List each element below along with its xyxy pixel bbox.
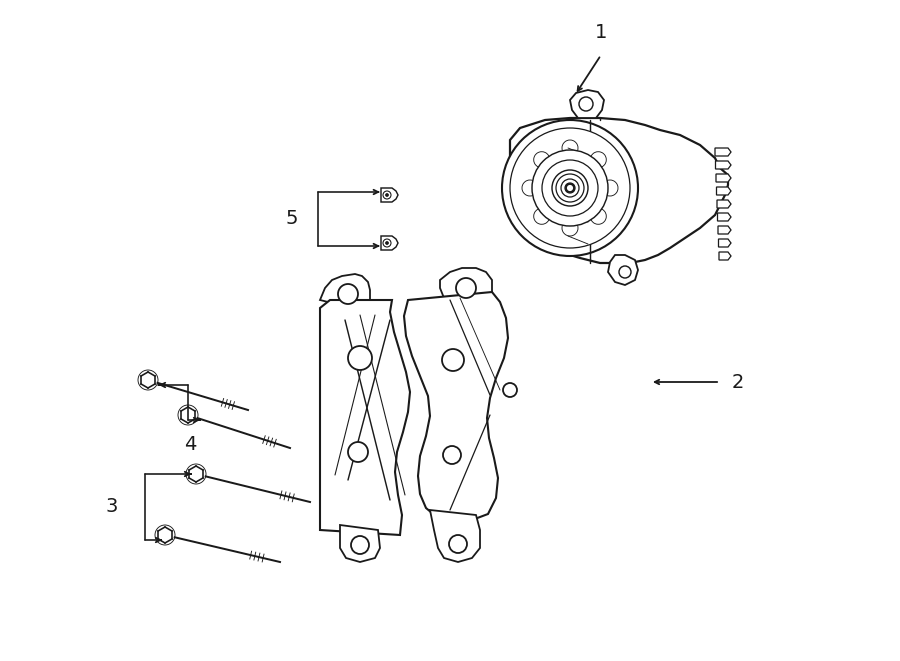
Circle shape bbox=[385, 194, 389, 196]
Polygon shape bbox=[716, 161, 731, 169]
Text: 2: 2 bbox=[732, 373, 744, 391]
Text: 5: 5 bbox=[285, 210, 298, 229]
Circle shape bbox=[579, 97, 593, 111]
Polygon shape bbox=[715, 148, 731, 156]
Polygon shape bbox=[508, 118, 728, 263]
Circle shape bbox=[542, 160, 598, 216]
Circle shape bbox=[502, 120, 638, 256]
Polygon shape bbox=[717, 213, 731, 221]
Circle shape bbox=[556, 174, 584, 202]
Circle shape bbox=[443, 446, 461, 464]
Circle shape bbox=[561, 179, 579, 197]
Polygon shape bbox=[719, 252, 731, 260]
Polygon shape bbox=[320, 274, 370, 316]
Circle shape bbox=[532, 150, 608, 226]
Circle shape bbox=[552, 170, 588, 206]
Circle shape bbox=[385, 241, 389, 245]
Polygon shape bbox=[570, 90, 604, 118]
Circle shape bbox=[456, 278, 476, 298]
Text: 3: 3 bbox=[105, 498, 118, 516]
Circle shape bbox=[510, 128, 630, 248]
Circle shape bbox=[348, 346, 372, 370]
Polygon shape bbox=[430, 510, 480, 562]
Text: 1: 1 bbox=[595, 23, 608, 42]
Polygon shape bbox=[340, 525, 380, 562]
Polygon shape bbox=[381, 188, 398, 202]
Polygon shape bbox=[718, 239, 731, 247]
Polygon shape bbox=[440, 268, 492, 308]
Polygon shape bbox=[404, 292, 508, 522]
Polygon shape bbox=[608, 255, 638, 285]
Polygon shape bbox=[716, 174, 731, 182]
Circle shape bbox=[503, 383, 517, 397]
Circle shape bbox=[566, 184, 574, 192]
Circle shape bbox=[619, 266, 631, 278]
Polygon shape bbox=[718, 226, 731, 234]
Polygon shape bbox=[717, 200, 731, 208]
Circle shape bbox=[449, 535, 467, 553]
Circle shape bbox=[351, 536, 369, 554]
Polygon shape bbox=[381, 236, 398, 250]
Circle shape bbox=[565, 183, 575, 193]
Text: 4: 4 bbox=[184, 435, 196, 454]
Circle shape bbox=[338, 284, 358, 304]
Circle shape bbox=[442, 349, 464, 371]
Polygon shape bbox=[320, 300, 410, 535]
Circle shape bbox=[348, 442, 368, 462]
Polygon shape bbox=[716, 187, 731, 195]
